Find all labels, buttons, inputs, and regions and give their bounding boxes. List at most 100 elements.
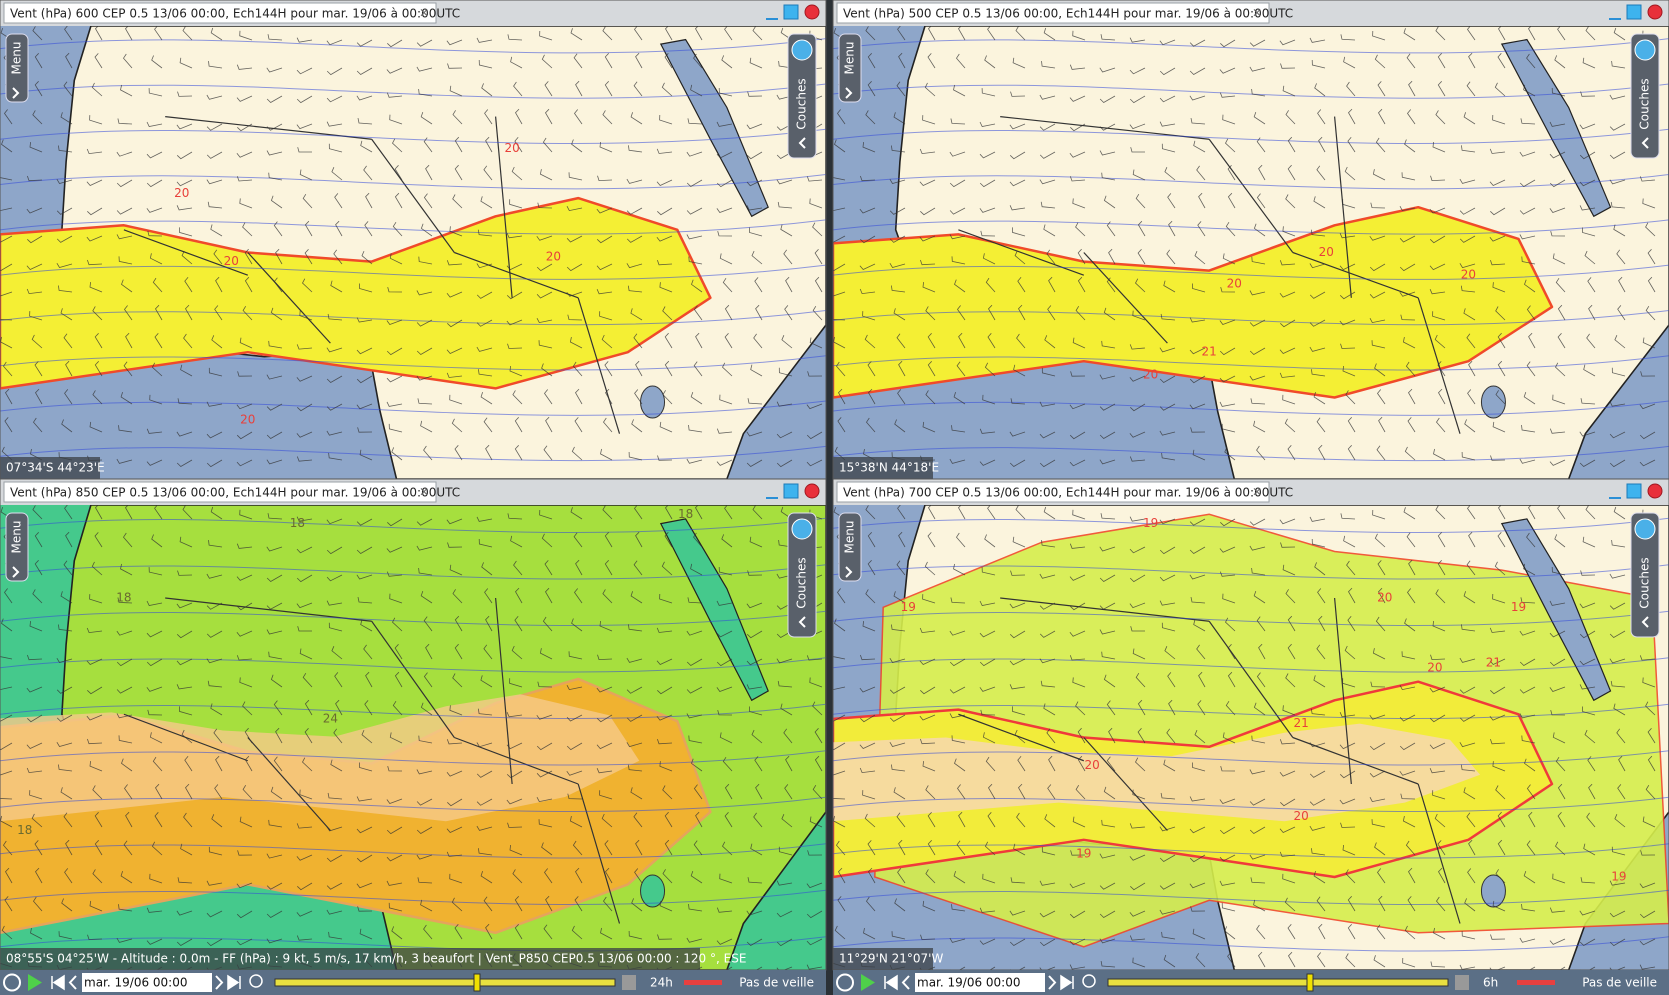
next-button[interactable] xyxy=(215,975,224,990)
menu-label[interactable]: Menu xyxy=(10,42,24,75)
close-button[interactable] xyxy=(1647,4,1663,20)
first-button[interactable] xyxy=(51,974,65,991)
wind-barb xyxy=(626,178,643,184)
wind-barb xyxy=(1495,869,1506,884)
wind-barb xyxy=(326,882,343,890)
wind-barb xyxy=(302,672,313,688)
minus-button[interactable] xyxy=(1455,975,1469,990)
wind-barb xyxy=(545,895,553,912)
close-tab[interactable]: × xyxy=(1252,485,1262,499)
wind-barb xyxy=(807,850,823,856)
step-slider[interactable] xyxy=(1517,980,1555,985)
step-slider[interactable] xyxy=(684,980,722,985)
date-box[interactable] xyxy=(82,973,212,992)
menu-tab[interactable] xyxy=(5,33,29,103)
wind-barb xyxy=(60,591,73,604)
prev-button[interactable] xyxy=(68,975,77,990)
zoom-button[interactable] xyxy=(1082,974,1096,988)
wind-barb xyxy=(541,842,553,856)
wind-barb xyxy=(865,110,876,125)
slider-thumb[interactable] xyxy=(473,973,481,992)
wind-barb xyxy=(31,334,43,349)
layers-label[interactable]: Couches xyxy=(1638,557,1652,608)
wind-barb xyxy=(2,361,13,377)
wind-barb xyxy=(567,793,583,800)
close-tab[interactable]: × xyxy=(419,6,429,20)
time-slider[interactable] xyxy=(1107,978,1449,987)
wind-barb xyxy=(812,222,823,237)
wind-barb xyxy=(206,910,223,918)
close-button[interactable] xyxy=(1647,483,1663,499)
clock-button[interactable] xyxy=(3,973,21,992)
minus-button[interactable] xyxy=(622,975,636,990)
step-field[interactable]: 24h xyxy=(650,976,673,990)
close-tab[interactable]: × xyxy=(419,485,429,499)
wind-barb xyxy=(1490,207,1506,216)
layers-tab[interactable] xyxy=(1630,512,1660,638)
wind-barb xyxy=(26,263,43,270)
wind-barb xyxy=(146,207,163,213)
wind-barb xyxy=(862,311,876,321)
close-button[interactable] xyxy=(804,483,820,499)
wind-barb xyxy=(210,506,223,520)
close-button[interactable] xyxy=(804,4,820,20)
zoom-button[interactable] xyxy=(249,974,263,988)
last-button[interactable] xyxy=(1060,974,1074,991)
wind-barb xyxy=(1374,363,1386,377)
wind-barb xyxy=(1225,221,1236,237)
wind-barb xyxy=(1250,877,1266,884)
menu-tab[interactable] xyxy=(5,512,29,582)
wind-barb xyxy=(889,207,906,215)
menu-label[interactable]: Menu xyxy=(843,42,857,75)
layers-tab[interactable] xyxy=(787,512,817,638)
menu-tab[interactable] xyxy=(838,512,862,582)
maximize-button[interactable] xyxy=(1626,483,1642,499)
wind-barb xyxy=(86,714,103,721)
play-button[interactable] xyxy=(861,974,875,991)
layers-tab[interactable] xyxy=(787,33,817,159)
layers-label[interactable]: Couches xyxy=(1638,78,1652,129)
watch-status[interactable]: Pas de veille xyxy=(1582,976,1657,990)
wind-barb xyxy=(865,505,876,520)
date-field[interactable]: mar. 19/06 00:00 xyxy=(917,976,1020,990)
wind-barb xyxy=(177,398,193,405)
wind-barb xyxy=(1555,756,1566,772)
wind-barb xyxy=(1618,755,1626,772)
date-field[interactable]: mar. 19/06 00:00 xyxy=(84,976,187,990)
maximize-button[interactable] xyxy=(1626,4,1642,20)
step-field[interactable]: 6h xyxy=(1483,976,1498,990)
streamline xyxy=(833,400,1669,416)
first-button[interactable] xyxy=(884,974,898,991)
layers-label[interactable]: Couches xyxy=(795,78,809,129)
wind-barb xyxy=(949,179,966,188)
wind-barb xyxy=(1072,509,1086,520)
wind-barb xyxy=(1466,26,1476,41)
next-button[interactable] xyxy=(1048,975,1057,990)
wind-barb xyxy=(176,938,193,946)
watch-status[interactable]: Pas de veille xyxy=(739,976,814,990)
contour-label: 21 xyxy=(1202,345,1217,359)
layers-tab[interactable] xyxy=(1630,33,1660,159)
maximize-button[interactable] xyxy=(783,4,799,20)
wind-barb xyxy=(1585,505,1596,520)
wind-barb xyxy=(1519,658,1536,666)
wind-barb xyxy=(922,282,936,293)
clock-button[interactable] xyxy=(836,973,854,992)
close-tab[interactable]: × xyxy=(1252,6,1262,20)
wind-barb xyxy=(1343,56,1356,69)
date-box[interactable] xyxy=(915,973,1045,992)
last-button[interactable] xyxy=(227,974,241,991)
wind-barb xyxy=(634,389,643,405)
play-button[interactable] xyxy=(28,974,42,991)
layers-label[interactable]: Couches xyxy=(795,557,809,608)
menu-label[interactable]: Menu xyxy=(843,521,857,554)
prev-button[interactable] xyxy=(901,975,910,990)
menu-label[interactable]: Menu xyxy=(10,521,24,554)
slider-thumb[interactable] xyxy=(1306,973,1314,992)
menu-tab[interactable] xyxy=(838,33,862,103)
maximize-button[interactable] xyxy=(783,483,799,499)
time-slider[interactable] xyxy=(274,978,616,987)
wind-barb xyxy=(545,416,553,433)
wind-barb xyxy=(476,516,493,522)
